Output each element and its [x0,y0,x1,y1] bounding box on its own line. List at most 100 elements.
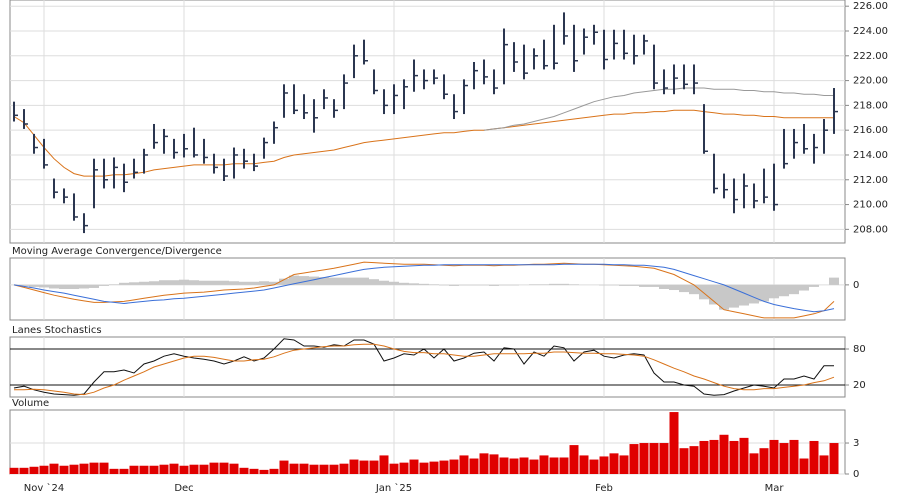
histogram-bar [429,284,439,285]
histogram-bar [629,284,639,286]
y-tick-label: 3 [853,438,859,449]
x-tick-label: Dec [174,483,193,494]
volume-bar [79,463,89,474]
histogram-bar [19,284,29,286]
indicator-line [14,343,835,396]
histogram-bar [139,281,149,285]
volume-bar [609,453,619,474]
histogram-bar [709,284,719,305]
histogram-bar [639,284,649,287]
histogram-bar [159,280,169,285]
volume-bar [59,465,69,474]
volume-bar [29,466,39,474]
y-tick-label: 218.00 [853,100,888,111]
histogram-bar [599,284,609,286]
y-tick-label: 80 [853,344,866,355]
volume-bar [219,462,229,474]
histogram-bar [489,284,499,286]
volume-bar [519,457,529,474]
volume-bar [599,456,609,474]
y-tick-label: 208.00 [853,224,888,235]
histogram-bar [199,280,209,285]
histogram-bar [309,276,319,285]
indicator-line [13,109,834,177]
histogram-bar [499,284,509,286]
volume-bar [369,460,379,474]
histogram-bar [479,284,489,286]
x-tick-label: Nov `24 [24,482,64,494]
histogram-bar [219,280,229,285]
volume-bar [579,455,589,474]
volume-bar [249,468,259,474]
volume-bar [39,465,49,474]
histogram-bar [379,280,389,285]
histogram-bar [459,284,469,286]
histogram-bar [399,282,409,285]
volume-bar [49,463,59,474]
histogram-bar [319,277,329,285]
volume-bar [529,459,539,474]
histogram-bar [539,284,549,285]
histogram-bar [289,275,299,285]
volume-bar [9,467,19,474]
volume-bar [749,453,759,474]
y-tick-label: 20 [853,380,866,391]
volume-bar [289,463,299,474]
histogram-bar [779,284,789,297]
volume-bar [769,439,779,474]
volume-bar [509,458,519,474]
volume-bar [419,462,429,474]
histogram-bar [189,280,199,285]
histogram-bar [129,282,139,285]
y-tick-label: 226.00 [853,1,888,12]
volume-bar [719,434,729,474]
histogram-bar [69,284,79,289]
histogram-bar [329,277,339,285]
volume-bar [349,459,359,474]
histogram-bar [59,284,69,289]
histogram-bar [419,283,429,285]
volume-bar [439,460,449,474]
panel-title: Volume [12,398,49,409]
volume-bar [649,443,659,474]
volume-bar [429,461,439,474]
volume-bar [539,455,549,474]
y-tick-label: 212.00 [853,175,888,186]
volume-bar [159,464,169,474]
histogram-bar [149,281,159,285]
histogram-bar [449,284,459,286]
histogram-bar [749,284,759,304]
volume-bar [119,468,129,474]
volume-bar [359,460,369,474]
histogram-bar [409,283,419,285]
volume-bar [449,459,459,474]
volume-bar [409,459,419,474]
x-tick-label: Jan `25 [375,482,412,494]
volume-bar [139,465,149,474]
histogram-bar [39,284,49,288]
volume-bar [779,443,789,474]
volume-bar [69,464,79,474]
histogram-bar [369,279,379,285]
volume-bar [489,454,499,474]
volume-bar [229,463,239,474]
volume-bar [319,464,329,474]
histogram-bar [279,278,289,285]
histogram-bar [529,284,539,285]
y-tick-label: 210.00 [853,200,888,211]
histogram-bar [549,283,559,285]
volume-bar [479,453,489,474]
volume-bar [339,463,349,474]
histogram-bar [99,284,109,286]
volume-bar [809,440,819,474]
volume-bar [259,469,269,474]
volume-bar [199,464,209,474]
panel-frame [9,336,846,398]
histogram-bar [679,284,689,293]
histogram-bar [769,284,779,299]
volume-bar [589,459,599,474]
volume-bar [379,455,389,474]
volume-bar [239,467,249,474]
histogram-bar [249,281,259,285]
